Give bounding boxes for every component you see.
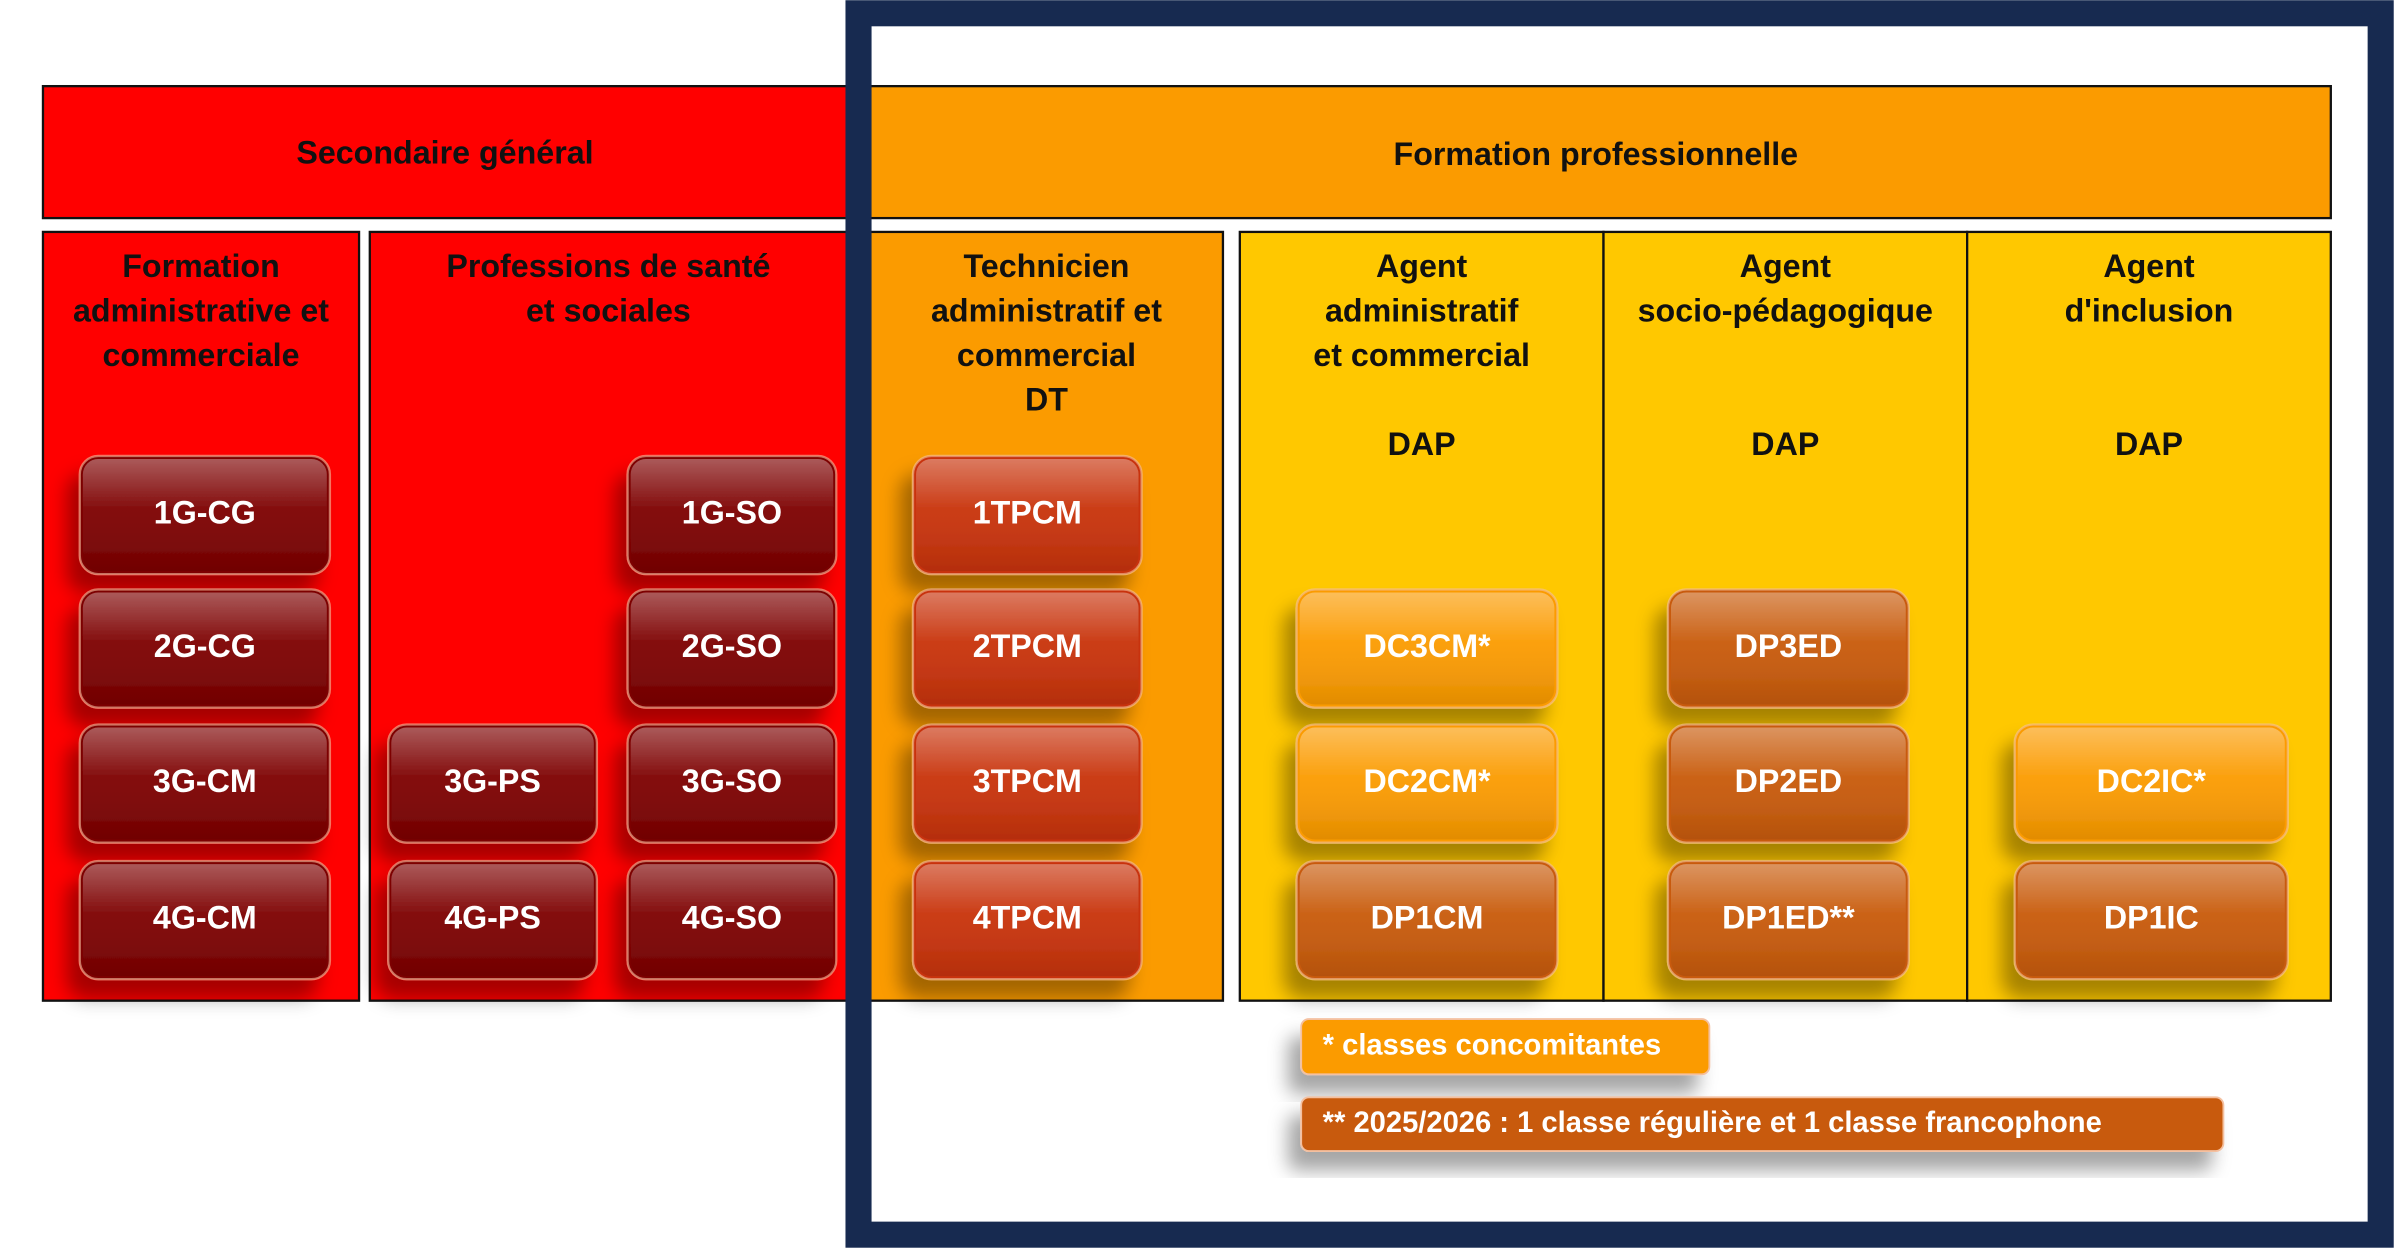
columns: Formation administrative et commerciale 1G-…	[41, 230, 2332, 1152]
class-gloss	[916, 727, 1139, 840]
class-button	[1666, 723, 1910, 844]
note-text: * classes concomitantes	[1323, 1029, 1662, 1061]
column-title: Agent	[1740, 248, 1832, 284]
section-title: Formation professionnelle	[1394, 136, 1799, 172]
class-button	[1295, 723, 1559, 844]
column-title: et sociales	[526, 293, 691, 329]
class-button	[911, 723, 1143, 844]
class-gloss	[1299, 727, 1555, 840]
class-gloss	[82, 459, 327, 572]
class-label: 2G-CG	[154, 628, 256, 664]
class-label: 1G-CG	[154, 495, 256, 531]
header-box	[41, 84, 849, 220]
frame	[845, 0, 2394, 1248]
class-gloss	[1299, 592, 1555, 705]
class-label: DP2ED	[1735, 763, 1842, 799]
class-label: 4G-PS	[444, 900, 541, 936]
class-button	[2013, 723, 2289, 844]
class-button	[387, 723, 599, 844]
class-label: 3TPCM	[973, 763, 1082, 799]
note-text: ** 2025/2026 : 1 classe régulière et 1 c…	[1323, 1107, 2102, 1139]
class-button	[2013, 859, 2289, 981]
class-gloss	[1671, 592, 1906, 705]
class-gloss	[82, 864, 327, 977]
column-title: Agent	[2103, 248, 2195, 284]
class-gloss	[391, 727, 594, 840]
class-gloss	[916, 459, 1139, 572]
column-title: Agent	[1376, 248, 1468, 284]
class-gloss	[916, 592, 1139, 705]
class-label: 1G-SO	[682, 495, 782, 531]
class-button	[626, 454, 838, 576]
class-gloss	[1671, 727, 1906, 840]
class-button	[1666, 859, 1910, 981]
class-button	[78, 454, 332, 576]
class-label: 4TPCM	[973, 900, 1082, 936]
class-button	[626, 859, 838, 981]
column-title: et commercial	[1313, 337, 1530, 373]
class-button	[911, 454, 1143, 576]
class-gloss	[630, 459, 834, 572]
class-button	[387, 859, 599, 981]
header-box	[868, 84, 2332, 220]
class-gloss	[82, 592, 327, 705]
class-label: 2TPCM	[973, 628, 1082, 664]
class-gloss	[1299, 864, 1555, 977]
class-label: 3G-SO	[682, 763, 782, 799]
class-button	[78, 723, 332, 844]
class-button	[626, 588, 838, 709]
column-title: Formation	[122, 248, 280, 284]
column-title: administrative et	[73, 293, 329, 329]
class-label: 4G-CM	[153, 900, 257, 936]
column-title: d'inclusion	[2065, 293, 2234, 329]
column-subtitle: DAP	[2115, 426, 2183, 462]
column-title: administratif et	[931, 293, 1162, 329]
class-gloss	[630, 727, 834, 840]
column-title: DT	[1025, 382, 1068, 418]
class-button	[911, 588, 1143, 709]
column-subtitle: DAP	[1751, 426, 1819, 462]
note-box	[1300, 1096, 2225, 1152]
class-gloss	[1671, 864, 1906, 977]
class-label: DC2IC*	[2097, 763, 2207, 799]
class-label: DC2CM*	[1363, 763, 1491, 799]
class-gloss	[391, 864, 594, 977]
note-box	[1300, 1018, 1711, 1076]
section-title: Secondaire général	[296, 135, 593, 171]
class-label: DP1CM	[1371, 900, 1484, 936]
class-gloss	[82, 727, 327, 840]
class-label: DP1IC	[2104, 900, 2199, 936]
class-gloss	[916, 864, 1139, 977]
column-title: socio-pédagogique	[1638, 293, 1933, 329]
class-label: 2G-SO	[682, 628, 782, 664]
column-subtitle: DAP	[1388, 426, 1456, 462]
class-button	[911, 859, 1143, 981]
class-button	[1295, 588, 1559, 709]
class-gloss	[2017, 727, 2285, 840]
class-label: 3G-CM	[153, 763, 257, 799]
class-label: 1TPCM	[973, 495, 1082, 531]
class-gloss	[2017, 864, 2285, 977]
column-title: commercial	[957, 337, 1136, 373]
class-button	[78, 859, 332, 981]
class-label: 3G-PS	[444, 763, 541, 799]
column-title: administratif	[1325, 293, 1519, 329]
class-button	[78, 588, 332, 709]
class-label: 4G-SO	[682, 900, 782, 936]
class-button	[1666, 588, 1910, 709]
column-title: commerciale	[103, 337, 300, 373]
class-button	[1295, 859, 1559, 981]
class-label: DP1ED**	[1722, 900, 1855, 936]
class-gloss	[630, 864, 834, 977]
column-title: Technicien	[964, 248, 1130, 284]
class-gloss	[630, 592, 834, 705]
class-button	[626, 723, 838, 844]
class-label: DP3ED	[1735, 628, 1842, 664]
column-title: Professions de santé	[446, 248, 770, 284]
class-label: DC3CM*	[1363, 628, 1491, 664]
